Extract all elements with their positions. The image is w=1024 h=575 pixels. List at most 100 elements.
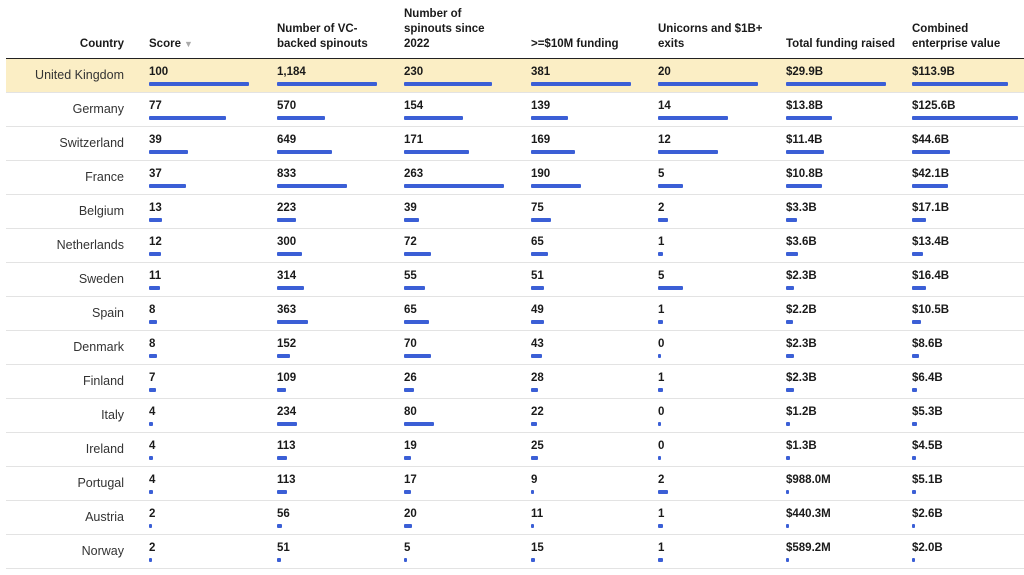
cell-value: $1.3B bbox=[786, 440, 817, 452]
cell-value: $1.2B bbox=[786, 406, 817, 418]
value-bar bbox=[658, 218, 668, 222]
table-row[interactable]: Switzerland 39 649 171 169 12 $11.4B $44.6B bbox=[6, 127, 1024, 161]
value-bar bbox=[912, 150, 950, 154]
country-name: Ireland bbox=[85, 442, 124, 456]
value-bar bbox=[658, 252, 663, 256]
value-bar bbox=[149, 286, 160, 290]
value-bar bbox=[912, 354, 920, 358]
column-header-country[interactable]: Country bbox=[6, 37, 124, 52]
column-header-enterprise-value[interactable]: Combined enterprise value bbox=[912, 22, 1020, 52]
table-row[interactable]: Austria 2 56 20 11 1 $440.3M $2.6B bbox=[6, 501, 1024, 535]
cell-funding10m: 65 bbox=[531, 235, 643, 261]
cell-funding10m: 381 bbox=[531, 65, 643, 91]
value-bar bbox=[786, 218, 797, 222]
table-row[interactable]: Portugal 4 113 17 9 2 $988.0M $5.1B bbox=[6, 467, 1024, 501]
table-row[interactable]: Finland 7 109 26 28 1 $2.3B $6.4B bbox=[6, 365, 1024, 399]
country-name: United Kingdom bbox=[35, 68, 124, 82]
cell-enterprise-value: $13.4B bbox=[912, 235, 1024, 261]
value-bar bbox=[786, 524, 789, 528]
cell-value: $2.6B bbox=[912, 508, 943, 520]
value-bar bbox=[149, 456, 153, 460]
cell-score: 12 bbox=[149, 235, 261, 261]
cell-spinouts: 314 bbox=[277, 269, 389, 295]
cell-value: 43 bbox=[531, 338, 544, 350]
value-bar bbox=[404, 388, 414, 392]
cell-total-funding: $3.3B bbox=[786, 201, 898, 227]
value-bar bbox=[658, 150, 718, 154]
value-bar bbox=[531, 524, 534, 528]
value-bar bbox=[404, 82, 492, 86]
cell-value: 39 bbox=[404, 202, 417, 214]
country-name: Italy bbox=[101, 408, 124, 422]
value-bar bbox=[912, 252, 924, 256]
table-row[interactable]: Belgium 13 223 39 75 2 $3.3B $17.1B bbox=[6, 195, 1024, 229]
cell-value: 8 bbox=[149, 338, 156, 350]
cell-since2022: 19 bbox=[404, 439, 516, 465]
cell-value: 300 bbox=[277, 236, 297, 248]
cell-value: $2.3B bbox=[786, 270, 817, 282]
column-header-since-2022[interactable]: Number of spinouts since 2022 bbox=[404, 7, 504, 52]
table-row[interactable]: Norway 2 51 5 15 1 $589.2M $2.0B bbox=[6, 535, 1024, 569]
cell-value: 1,184 bbox=[277, 66, 306, 78]
table-row[interactable]: United Kingdom 100 1,184 230 381 20 $29.9B $113… bbox=[6, 59, 1024, 93]
cell-enterprise-value: $16.4B bbox=[912, 269, 1024, 295]
cell-value: 65 bbox=[531, 236, 544, 248]
cell-funding10m: 22 bbox=[531, 405, 643, 431]
cell-total-funding: $2.3B bbox=[786, 371, 898, 397]
cell-value: 5 bbox=[658, 270, 665, 282]
cell-value: 109 bbox=[277, 372, 297, 384]
column-header-score[interactable]: Score ▼ bbox=[149, 37, 259, 52]
value-bar bbox=[277, 354, 290, 358]
cell-total-funding: $2.2B bbox=[786, 303, 898, 329]
cell-value: 314 bbox=[277, 270, 297, 282]
cell-value: $113.9B bbox=[912, 66, 955, 78]
cell-value: $2.3B bbox=[786, 372, 817, 384]
cell-value: 263 bbox=[404, 168, 424, 180]
cell-score: 4 bbox=[149, 439, 261, 465]
table-row[interactable]: Denmark 8 152 70 43 0 $2.3B $8.6B bbox=[6, 331, 1024, 365]
value-bar bbox=[786, 422, 790, 426]
cell-value: 9 bbox=[531, 474, 538, 486]
cell-value: $16.4B bbox=[912, 270, 950, 282]
table-row[interactable]: Italy 4 234 80 22 0 $1.2B $5.3B bbox=[6, 399, 1024, 433]
cell-value: 223 bbox=[277, 202, 297, 214]
value-bar bbox=[404, 524, 412, 528]
sort-descending-icon[interactable]: ▼ bbox=[183, 39, 193, 49]
value-bar bbox=[658, 456, 661, 460]
cell-value: $6.4B bbox=[912, 372, 943, 384]
column-header-label: Country bbox=[79, 38, 124, 50]
table-row[interactable]: France 37 833 263 190 5 $10.8B $42.1B bbox=[6, 161, 1024, 195]
table-row[interactable]: Germany 77 570 154 139 14 $13.8B $125.6B bbox=[6, 93, 1024, 127]
cell-total-funding: $589.2M bbox=[786, 541, 898, 567]
column-header-label: Unicorns and $1B+ exits bbox=[658, 23, 763, 50]
cell-unicorns: 1 bbox=[658, 303, 770, 329]
cell-value: 0 bbox=[658, 440, 665, 452]
table-row[interactable]: Sweden 11 314 55 51 5 $2.3B $16.4B bbox=[6, 263, 1024, 297]
value-bar bbox=[277, 184, 348, 188]
column-header-funding-10m[interactable]: >=$10M funding bbox=[531, 37, 641, 52]
value-bar bbox=[149, 320, 157, 324]
column-header-label: Number of VC-backed spinouts bbox=[277, 23, 368, 50]
cell-spinouts: 234 bbox=[277, 405, 389, 431]
cell-value: $2.0B bbox=[912, 542, 943, 554]
value-bar bbox=[277, 422, 297, 426]
table-header: Country Score ▼ Number of VC-backed spino… bbox=[6, 0, 1024, 59]
cell-funding10m: 169 bbox=[531, 133, 643, 159]
cell-value: $11.4B bbox=[786, 134, 823, 146]
value-bar bbox=[912, 116, 1018, 120]
table-row[interactable]: Ireland 4 113 19 25 0 $1.3B $4.5B bbox=[6, 433, 1024, 467]
value-bar bbox=[912, 320, 921, 324]
column-header-total-funding[interactable]: Total funding raised bbox=[786, 37, 896, 52]
cell-unicorns: 5 bbox=[658, 269, 770, 295]
value-bar bbox=[277, 286, 304, 290]
value-bar bbox=[531, 490, 534, 494]
cell-unicorns: 0 bbox=[658, 337, 770, 363]
cell-enterprise-value: $17.1B bbox=[912, 201, 1024, 227]
table-row[interactable]: Spain 8 363 65 49 1 $2.2B $10.5B bbox=[6, 297, 1024, 331]
column-header-unicorns[interactable]: Unicorns and $1B+ exits bbox=[658, 22, 768, 52]
cell-total-funding: $1.2B bbox=[786, 405, 898, 431]
column-header-spinouts[interactable]: Number of VC-backed spinouts bbox=[277, 22, 382, 52]
table-row[interactable]: Netherlands 12 300 72 65 1 $3.6B $13.4B bbox=[6, 229, 1024, 263]
value-bar bbox=[531, 422, 537, 426]
cell-unicorns: 5 bbox=[658, 167, 770, 193]
